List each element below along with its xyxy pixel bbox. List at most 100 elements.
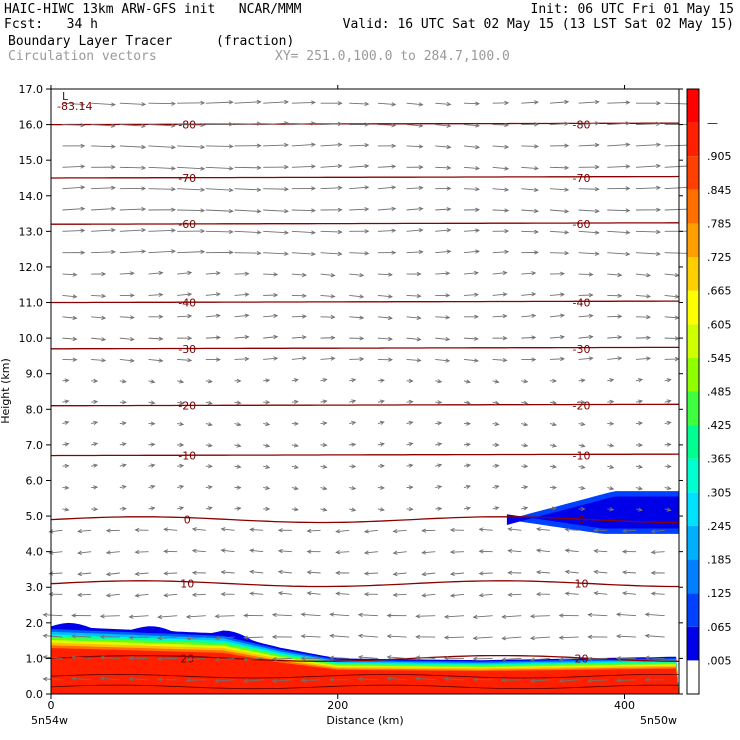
circulation-vector — [62, 186, 85, 190]
circulation-vector — [492, 272, 507, 275]
circulation-vector — [435, 359, 450, 362]
circulation-vector — [364, 529, 378, 533]
vector-arrowhead — [216, 357, 221, 362]
vector-arrowhead — [284, 99, 289, 105]
vector-arrowhead — [564, 548, 570, 553]
vector-arrowhead — [306, 528, 312, 534]
circulation-vector — [393, 593, 407, 596]
vector-arrowhead — [273, 272, 279, 277]
circulation-vector — [492, 166, 509, 170]
vector-arrowhead — [437, 463, 443, 468]
vector-arrowhead — [449, 549, 455, 555]
circulation-vector — [192, 528, 206, 531]
circulation-vector — [578, 101, 599, 104]
vector-arrowhead — [564, 250, 570, 256]
circulation-vector — [406, 359, 421, 361]
vector-arrowhead — [72, 336, 78, 342]
vector-arrowhead — [187, 270, 193, 276]
circulation-vector — [578, 357, 593, 360]
circulation-vector — [91, 124, 115, 127]
vector-arrowhead — [552, 464, 557, 469]
vector-arrowhead — [656, 163, 661, 169]
circulation-vector — [177, 293, 192, 296]
vector-arrowhead — [134, 593, 140, 598]
circulation-vector — [100, 615, 120, 617]
temperature-contour — [51, 122, 679, 126]
vector-arrowhead — [359, 315, 365, 320]
circulation-vector — [278, 550, 292, 553]
vector-arrowhead — [48, 571, 54, 576]
vector-arrowhead — [507, 592, 513, 597]
vector-arrowhead — [416, 271, 422, 277]
vector-arrowhead — [379, 399, 385, 404]
vector-arrowhead — [445, 293, 451, 298]
vector-arrowhead — [105, 593, 111, 598]
circulation-vector — [393, 572, 407, 575]
vector-arrowhead — [594, 142, 600, 148]
vector-arrowhead — [580, 464, 586, 469]
circulation-vector — [272, 679, 292, 682]
vector-arrowhead — [638, 442, 644, 448]
vector-arrowhead — [615, 678, 621, 683]
circulation-vector — [406, 294, 421, 297]
vector-arrowhead — [534, 250, 539, 255]
vector-arrowhead — [593, 591, 599, 596]
vector-arrowhead — [379, 507, 385, 512]
circulation-vector — [78, 593, 92, 596]
circulation-vector — [664, 316, 679, 319]
vector-arrowhead — [523, 400, 529, 405]
vector-arrowhead — [564, 230, 570, 235]
circulation-vector — [387, 677, 407, 681]
vector-arrowhead — [446, 207, 452, 212]
vector-arrowhead — [621, 591, 627, 596]
vector-arrowhead — [72, 294, 78, 299]
colorbar-swatch — [687, 357, 699, 392]
vector-arrowhead — [48, 592, 54, 597]
vector-arrowhead — [271, 656, 277, 662]
vector-arrowhead — [351, 420, 357, 426]
circulation-vector — [588, 657, 608, 660]
vector-arrowhead — [207, 422, 213, 427]
circulation-vector — [62, 165, 85, 168]
vector-arrowhead — [128, 676, 134, 682]
circulation-vector — [263, 188, 288, 190]
vector-arrowhead — [191, 592, 197, 597]
vector-arrowhead — [475, 101, 480, 106]
contour-label: 20 — [575, 652, 589, 665]
vector-arrowhead — [650, 591, 656, 596]
circulation-vector — [221, 549, 235, 553]
vector-arrowhead — [273, 334, 279, 340]
circulation-vector — [177, 359, 192, 361]
circulation-vector — [473, 657, 493, 660]
circulation-vector — [549, 252, 569, 254]
vector-arrowhead — [111, 249, 116, 255]
circulation-vector — [301, 635, 321, 638]
circulation-vector — [607, 273, 622, 276]
vector-arrowhead — [284, 121, 289, 126]
vector-arrowhead — [101, 315, 107, 320]
vector-arrowhead — [256, 143, 262, 148]
vector-arrowhead — [502, 314, 508, 319]
vector-arrowhead — [214, 614, 220, 619]
vector-arrowhead — [141, 123, 147, 129]
vector-arrowhead — [637, 399, 643, 404]
vector-arrowhead — [564, 143, 570, 148]
vector-arrowhead — [617, 314, 623, 319]
circulation-vector — [463, 250, 479, 254]
vector-arrowhead — [388, 357, 393, 362]
vector-arrowhead — [560, 313, 565, 318]
vector-arrowhead — [504, 208, 510, 213]
circulation-vector — [291, 357, 306, 360]
vector-arrowhead — [415, 634, 421, 639]
vector-arrowhead — [625, 142, 631, 147]
vector-arrowhead — [475, 166, 480, 171]
circulation-vector — [607, 165, 630, 168]
circulation-vector — [62, 337, 77, 340]
vector-arrowhead — [445, 337, 451, 342]
circulation-vector — [320, 252, 342, 255]
vector-arrowhead — [141, 206, 147, 212]
vector-arrowhead — [256, 230, 262, 235]
circulation-vector — [119, 337, 134, 340]
circulation-vector — [377, 186, 396, 190]
